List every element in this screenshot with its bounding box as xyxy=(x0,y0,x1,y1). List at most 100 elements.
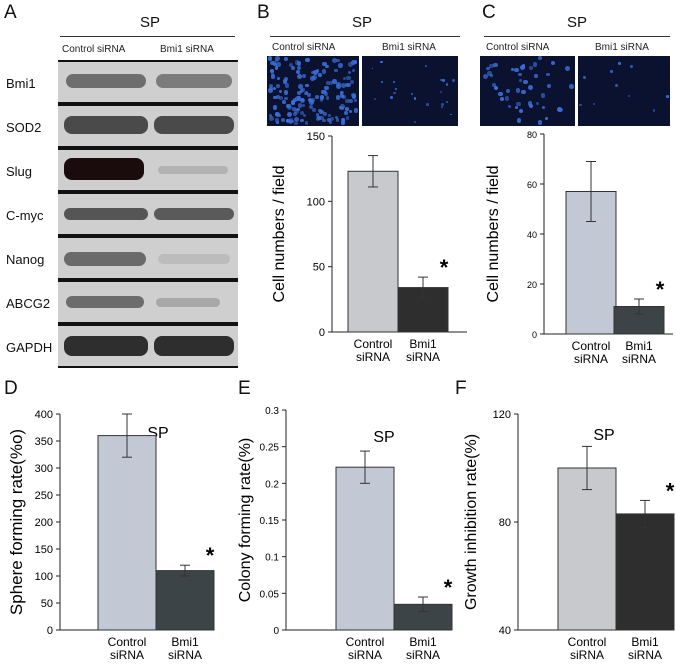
cell-nucleus xyxy=(534,74,539,79)
bar xyxy=(335,466,395,631)
cell-nucleus xyxy=(294,121,299,126)
cell-nucleus xyxy=(276,120,280,124)
y-tick-label: 40 xyxy=(527,230,537,240)
cell-nucleus xyxy=(340,106,344,110)
cell-nucleus xyxy=(324,85,329,90)
cell-nucleus xyxy=(274,66,279,70)
category-label: siRNA xyxy=(168,648,202,662)
panel-c-rule xyxy=(484,36,670,37)
cell-nucleus xyxy=(519,78,523,82)
cell-nucleus xyxy=(345,106,349,111)
cell-nucleus xyxy=(498,91,503,97)
cell-nucleus xyxy=(269,116,275,122)
cell-nucleus xyxy=(518,72,522,77)
cell-nucleus xyxy=(322,61,327,67)
panel-b-col2: Bmi1 siRNA xyxy=(382,42,436,53)
cell-nucleus xyxy=(276,62,281,67)
cell-nucleus xyxy=(491,82,497,88)
blot-band xyxy=(154,116,234,134)
blot-panel xyxy=(58,60,238,368)
cell-nucleus xyxy=(516,118,522,123)
y-axis-label: Colony forming rate(%) xyxy=(237,438,254,603)
panel-b-letter: B xyxy=(257,2,270,23)
cell-nucleus xyxy=(311,70,315,75)
bar xyxy=(97,435,157,631)
cell-nucleus xyxy=(290,100,295,106)
cell-nucleus xyxy=(275,117,279,122)
cell-nucleus xyxy=(609,70,613,74)
y-tick-label: 120 xyxy=(493,409,511,421)
cell-nucleus xyxy=(268,114,272,118)
cell-nucleus xyxy=(628,94,631,97)
cell-nucleus xyxy=(290,119,295,124)
cell-nucleus xyxy=(510,67,515,72)
cell-nucleus xyxy=(352,68,356,72)
chart-e: 0 0.05 0.1 0.15 0.2 0.25 0.3 Colony forming rat… xyxy=(237,406,453,662)
cell-nucleus xyxy=(322,89,327,94)
category-label: siRNA xyxy=(406,350,440,364)
blot-band xyxy=(156,298,220,307)
blot-row-abcg2 xyxy=(58,282,238,322)
cell-nucleus xyxy=(353,98,357,103)
cell-nucleus xyxy=(310,99,314,104)
cell-nucleus xyxy=(278,89,283,94)
cell-nucleus xyxy=(666,94,670,98)
cell-nucleus xyxy=(305,58,310,63)
blot-label-cmyc: C-myc xyxy=(6,208,44,223)
y-tick-label: 0.15 xyxy=(260,516,280,527)
cell-nucleus xyxy=(345,116,350,120)
cell-nucleus xyxy=(297,102,303,108)
cell-nucleus xyxy=(350,59,356,65)
cell-nucleus xyxy=(282,79,287,84)
cell-nucleus xyxy=(532,61,538,67)
y-tick-label: 400 xyxy=(35,409,53,421)
micrograph-bmi1 xyxy=(578,56,670,126)
cell-nucleus xyxy=(579,103,582,107)
cell-nucleus xyxy=(445,100,448,103)
cell-nucleus xyxy=(389,96,393,100)
cell-nucleus xyxy=(277,113,281,118)
significance-asterisk: * xyxy=(656,277,665,302)
significance-asterisk: * xyxy=(440,255,449,280)
blot-band xyxy=(64,158,144,180)
cell-nucleus xyxy=(314,95,319,100)
cell-nucleus xyxy=(328,121,332,125)
panel-a-col2: Bmi1 siRNA xyxy=(160,44,214,55)
panel-f-letter: F xyxy=(455,378,467,399)
category-label: Control xyxy=(568,635,607,649)
cell-nucleus xyxy=(322,111,328,117)
y-tick-label: 60 xyxy=(527,180,537,190)
cell-nucleus xyxy=(521,64,526,68)
cell-nucleus xyxy=(296,65,301,71)
cell-nucleus xyxy=(280,117,286,123)
cell-nucleus xyxy=(270,72,274,76)
bar xyxy=(347,170,399,333)
panel-b-sp: SP xyxy=(352,14,373,31)
cell-nucleus xyxy=(351,94,357,99)
cell-nucleus xyxy=(528,103,534,109)
cell-nucleus xyxy=(300,87,305,92)
cell-nucleus xyxy=(319,98,323,102)
blot-row-nanog xyxy=(58,238,238,278)
category-label: Bmi1 xyxy=(409,635,437,649)
bar xyxy=(557,467,617,631)
cell-nucleus xyxy=(424,64,428,68)
cell-nucleus xyxy=(528,84,534,90)
bar xyxy=(155,570,215,631)
cell-nucleus xyxy=(331,58,337,63)
y-tick-label: 0.1 xyxy=(265,553,279,564)
blot-band xyxy=(66,74,146,88)
y-tick-label: 0 xyxy=(532,330,537,340)
y-tick-label: 0.05 xyxy=(260,589,280,600)
cell-nucleus xyxy=(328,113,332,118)
cell-nucleus xyxy=(325,96,330,100)
cell-nucleus xyxy=(325,80,330,85)
cell-nucleus xyxy=(527,101,533,106)
cell-nucleus xyxy=(551,61,556,66)
blot-band xyxy=(154,208,234,220)
cell-nucleus xyxy=(327,118,332,123)
cell-nucleus xyxy=(490,73,494,77)
blot-label-sod2: SOD2 xyxy=(6,120,42,135)
y-tick-label: 40 xyxy=(499,625,511,637)
category-label: Bmi1 xyxy=(409,337,437,351)
